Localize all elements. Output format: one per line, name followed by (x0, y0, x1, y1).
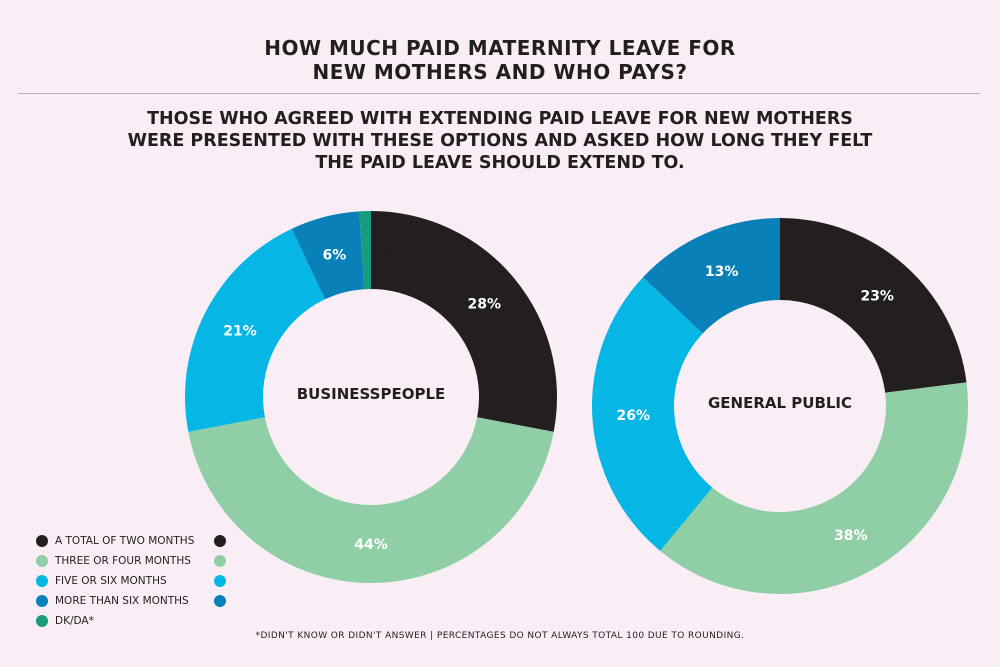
general-public-label-a-total-of-two-months: 23% (860, 289, 894, 305)
subtitle-line-1: THOSE WHO AGREED WITH EXTENDING PAID LEA… (147, 109, 853, 129)
general-public-slice-three-or-four-months (660, 382, 968, 594)
legend: A TOTAL OF TWO MONTHS THREE OR FOUR MONTH… (36, 531, 226, 631)
legend-swatch (36, 535, 48, 547)
legend-item-dk-da: DK/DA* (36, 611, 226, 631)
subtitle-line-3: THE PAID LEAVE SHOULD EXTEND TO. (315, 153, 685, 173)
businesspeople-label-dk-da: 1% (369, 243, 393, 259)
subtitle-line-2: WERE PRESENTED WITH THESE OPTIONS AND AS… (127, 131, 873, 151)
general-public-slice-five-or-six-months (591, 277, 713, 551)
general-public-label-five-or-six-months: 26% (617, 408, 651, 424)
legend-label: FIVE OR SIX MONTHS (55, 575, 167, 587)
title-line-2: NEW MOTHERS AND WHO PAYS? (312, 60, 688, 84)
general-public-donut: 23% 38% 26% 13% GENERAL PUBLIC (591, 218, 968, 594)
legend-label: DK/DA* (55, 615, 94, 627)
legend-swatch (36, 575, 48, 587)
businesspeople-slice-a-total-of-two-months (371, 211, 557, 432)
businesspeople-slice-more-than-six-months (291, 211, 365, 300)
title-divider (18, 93, 980, 94)
businesspeople-label-five-or-six-months: 21% (223, 323, 257, 339)
legend-swatch (214, 595, 226, 607)
footnote: *DIDN'T KNOW OR DIDN'T ANSWER | PERCENTA… (255, 631, 745, 641)
businesspeople-label-a-total-of-two-months: 28% (468, 296, 502, 312)
general-public-center-title: GENERAL PUBLIC (708, 394, 852, 412)
businesspeople-label-more-than-six-months: 6% (323, 248, 347, 264)
chart-title: HOW MUCH PAID MATERNITY LEAVE FOR NEW MO… (0, 36, 1000, 84)
legend-label: MORE THAN SIX MONTHS (55, 595, 189, 607)
title-line-1: HOW MUCH PAID MATERNITY LEAVE FOR (264, 36, 736, 60)
legend-item-a-total-of-two-months: A TOTAL OF TWO MONTHS (36, 531, 226, 551)
businesspeople-slice-five-or-six-months (184, 228, 326, 432)
general-public-label-three-or-four-months: 38% (834, 528, 868, 544)
legend-swatch (36, 615, 48, 627)
legend-item-more-than-six-months: MORE THAN SIX MONTHS (36, 591, 226, 611)
businesspeople-label-three-or-four-months: 44% (354, 537, 388, 553)
businesspeople-donut: 28% 44% 21% 6% 1% BUSINESSPEOPLE (184, 211, 557, 584)
general-public-slice-more-than-six-months (642, 218, 780, 334)
businesspeople-center-title: BUSINESSPEOPLE (297, 385, 446, 403)
legend-swatch (36, 555, 48, 567)
legend-label: THREE OR FOUR MONTHS (55, 555, 191, 567)
chart-subtitle: THOSE WHO AGREED WITH EXTENDING PAID LEA… (0, 108, 1000, 174)
businesspeople-slice-dk-da (359, 211, 371, 290)
legend-swatch (214, 555, 226, 567)
general-public-label-more-than-six-months: 13% (705, 264, 739, 280)
legend-swatch (214, 535, 226, 547)
general-public-slice-a-total-of-two-months (780, 218, 967, 393)
legend-item-three-or-four-months: THREE OR FOUR MONTHS (36, 551, 226, 571)
legend-item-five-or-six-months: FIVE OR SIX MONTHS (36, 571, 226, 591)
businesspeople-slice-three-or-four-months (188, 417, 554, 584)
legend-swatch (214, 575, 226, 587)
legend-label: A TOTAL OF TWO MONTHS (55, 535, 195, 547)
legend-swatch (36, 595, 48, 607)
